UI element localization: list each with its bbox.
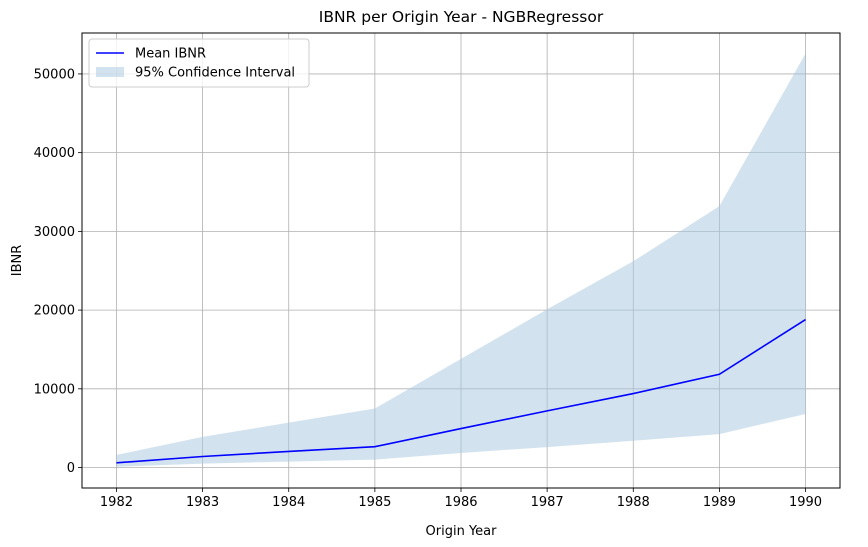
chart-title: IBNR per Origin Year - NGBRegressor <box>319 8 604 26</box>
x-tick-label: 1987 <box>531 495 564 510</box>
x-tick-label: 1984 <box>272 495 305 510</box>
y-tick-label: 50000 <box>34 67 75 82</box>
x-tick-label: 1988 <box>617 495 650 510</box>
x-tick-label: 1990 <box>789 495 822 510</box>
x-axis-title: Origin Year <box>426 524 498 539</box>
confidence-band-layer <box>116 53 806 467</box>
y-tick-label: 10000 <box>34 382 75 397</box>
x-tick-label: 1982 <box>100 495 133 510</box>
y-axis-title: IBNR <box>10 245 25 277</box>
mean-ibnr-line <box>116 318 806 464</box>
y-tick-label: 0 <box>67 461 75 476</box>
legend-box <box>88 38 310 88</box>
legend-label-mean: Mean IBNR <box>135 47 206 62</box>
legend-label-ci: 95% Confidence Interval <box>135 66 295 81</box>
x-tick-label: 1985 <box>358 495 391 510</box>
mean-line-layer <box>116 318 806 464</box>
y-axis: 0 10000 20000 30000 40000 50000 <box>34 67 82 476</box>
x-tick-label: 1989 <box>703 495 736 510</box>
x-tick-label: 1986 <box>444 495 477 510</box>
x-axis: 1982 1983 1984 1985 1986 1987 1988 1989 1990 <box>100 488 822 510</box>
y-tick-label: 20000 <box>34 304 75 319</box>
y-tick-label: 30000 <box>34 225 75 240</box>
legend-band-swatch <box>96 67 124 77</box>
y-tick-label: 40000 <box>34 146 75 161</box>
confidence-interval-band <box>116 53 806 467</box>
x-tick-label: 1983 <box>186 495 219 510</box>
legend: Mean IBNR 95% Confidence Interval <box>88 38 310 88</box>
